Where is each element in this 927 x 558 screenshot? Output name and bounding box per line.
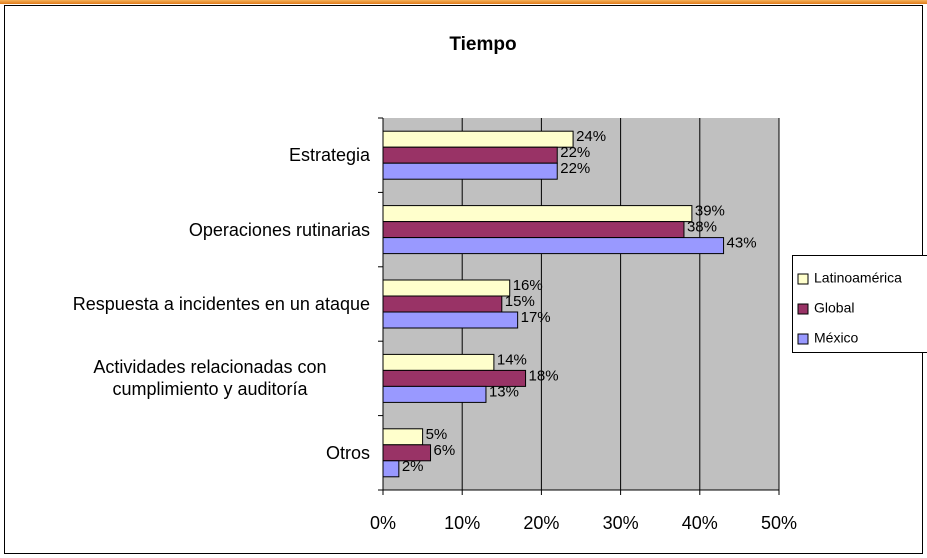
data-label: 43% <box>727 235 757 252</box>
x-tick-label: 0% <box>370 513 396 533</box>
bar <box>382 146 558 164</box>
bar <box>382 311 519 329</box>
y-tick-label-text: Operaciones rutinarias <box>188 219 370 240</box>
data-label: 22% <box>560 144 590 161</box>
x-tick-label: 30% <box>603 513 639 533</box>
legend-label: México <box>814 330 859 346</box>
data-label: 5% <box>426 426 448 443</box>
data-label: 24% <box>576 128 606 145</box>
y-tick-label-text: Estrategia <box>288 145 370 166</box>
bar <box>382 205 693 223</box>
window-border <box>0 0 927 4</box>
chart-title: Tiempo <box>449 34 516 55</box>
data-label: 6% <box>434 442 456 459</box>
legend-swatch <box>797 273 809 285</box>
data-label: 22% <box>560 160 590 177</box>
data-label: 17% <box>521 309 551 326</box>
data-label: 16% <box>513 277 543 294</box>
data-label: 38% <box>687 219 717 236</box>
bar <box>382 428 424 446</box>
legend-swatch <box>797 333 809 345</box>
legend <box>792 255 927 353</box>
bar <box>382 130 574 148</box>
x-tick-label: 20% <box>523 513 559 533</box>
x-tick-label: 50% <box>761 513 797 533</box>
legend-label: Global <box>814 300 854 316</box>
data-label: 2% <box>402 458 424 475</box>
y-tick-label: Otros <box>326 442 370 464</box>
y-tick-label-text: Respuesta a incidentes en un ataque <box>72 294 370 314</box>
bar <box>382 460 400 478</box>
y-tick-label-text: Actividades relacionadas con cumplimient… <box>93 357 327 400</box>
y-tick-label: Actividades relacionadas con cumplimient… <box>50 356 370 400</box>
data-label: 13% <box>489 383 519 400</box>
x-tick-label: 40% <box>682 513 718 533</box>
bar <box>382 444 432 462</box>
y-tick-label: Operaciones rutinarias <box>189 219 370 241</box>
data-label: 18% <box>529 367 559 384</box>
data-label: 39% <box>695 203 725 220</box>
bar <box>382 385 487 403</box>
data-label: 15% <box>505 293 535 310</box>
bar <box>382 221 685 239</box>
bar <box>382 237 725 255</box>
data-label: 14% <box>497 351 527 368</box>
y-tick-label-text: Otros <box>325 442 370 463</box>
y-tick-label: Respuesta a incidentes en un ataque <box>73 293 370 315</box>
legend-label: Latinoamérica <box>814 270 902 286</box>
bar <box>382 162 558 180</box>
x-tick-label: 10% <box>444 513 480 533</box>
legend-swatch <box>797 303 809 315</box>
bar <box>382 279 511 297</box>
bar <box>382 295 503 313</box>
y-tick-label: Estrategia <box>289 144 370 166</box>
bar <box>382 353 495 371</box>
